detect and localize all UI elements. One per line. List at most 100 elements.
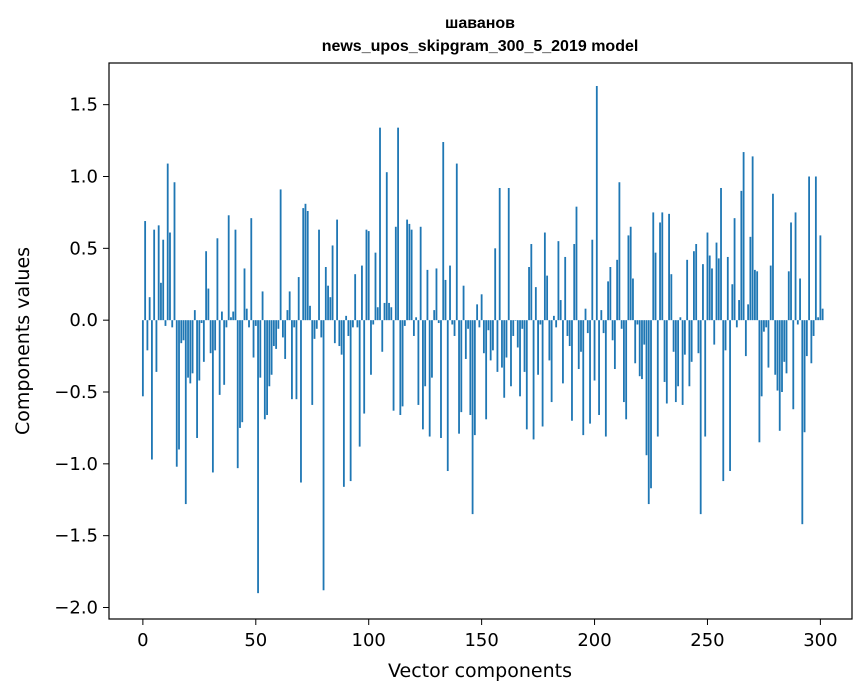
bar-12 xyxy=(169,232,171,321)
bar-137 xyxy=(451,320,454,325)
bar-241 xyxy=(686,259,689,321)
bar-288 xyxy=(792,320,795,410)
y-axis-ticks: −2.0 −1.5 −1.0 −0.5 0.0 0.5 1.0 1.5 xyxy=(54,95,109,619)
bar-134 xyxy=(444,279,447,321)
bar-183 xyxy=(555,320,558,328)
bar-25 xyxy=(198,320,201,381)
bar-301 xyxy=(821,308,824,321)
bar-130 xyxy=(435,268,438,321)
bar-85 xyxy=(333,320,336,344)
bar-154 xyxy=(489,320,492,361)
bar-81 xyxy=(324,267,327,321)
bar-43 xyxy=(239,320,241,428)
bar-143 xyxy=(464,320,467,359)
bar-247 xyxy=(699,320,702,515)
bar-191 xyxy=(573,244,576,321)
bar-132 xyxy=(440,320,442,438)
bar-74 xyxy=(309,305,311,321)
bar-51 xyxy=(257,320,259,594)
bar-9 xyxy=(162,239,165,321)
bar-200 xyxy=(593,320,596,381)
bar-259 xyxy=(726,256,729,321)
bar-86 xyxy=(336,219,338,321)
bar-159 xyxy=(501,320,503,368)
bar-162 xyxy=(507,187,510,321)
bar-299 xyxy=(817,317,820,321)
bar-27 xyxy=(202,320,205,362)
bar-202 xyxy=(598,320,600,415)
bar-142 xyxy=(462,285,465,321)
bar-224 xyxy=(647,320,650,505)
bar-54 xyxy=(263,320,266,420)
bar-272 xyxy=(756,271,759,321)
bar-103 xyxy=(374,252,377,321)
bar-84 xyxy=(331,245,334,321)
bar-113 xyxy=(397,127,399,321)
bar-22 xyxy=(191,320,194,374)
bar-239 xyxy=(681,320,684,405)
bar-290 xyxy=(796,320,799,325)
bar-55 xyxy=(266,320,268,415)
bar-206 xyxy=(607,281,609,321)
bar-193 xyxy=(577,320,580,370)
bar-114 xyxy=(399,320,402,415)
bar-126 xyxy=(426,269,429,321)
bar-108 xyxy=(385,172,388,321)
bar-187 xyxy=(564,256,567,321)
bar-270 xyxy=(751,156,754,321)
bar-57 xyxy=(270,320,273,375)
bar-221 xyxy=(641,320,643,380)
bar-56 xyxy=(268,320,271,387)
bar-225 xyxy=(650,320,652,489)
bar-50 xyxy=(254,320,257,326)
bar-256 xyxy=(720,187,722,321)
bar-106 xyxy=(381,320,384,352)
bar-3 xyxy=(148,297,151,321)
bar-264 xyxy=(738,300,740,321)
bar-283 xyxy=(781,320,783,392)
y-axis-label: Components values xyxy=(12,247,34,435)
bar-87 xyxy=(338,320,341,347)
bar-252 xyxy=(711,268,713,321)
bar-120 xyxy=(412,320,415,336)
bar-101 xyxy=(370,320,372,375)
bar-240 xyxy=(683,320,686,355)
bar-291 xyxy=(799,278,801,321)
bar-8 xyxy=(160,282,162,321)
bar-160 xyxy=(503,320,506,398)
bar-254 xyxy=(715,242,718,321)
bar-118 xyxy=(408,223,411,321)
y-tick-label-7: 1.5 xyxy=(69,95,98,116)
bar-31 xyxy=(211,320,214,473)
bar-260 xyxy=(729,320,731,472)
x-axis-ticks: 0 50 100 150 200 250 300 xyxy=(137,619,838,651)
bar-164 xyxy=(512,320,515,336)
bar-24 xyxy=(196,320,198,438)
bar-182 xyxy=(552,315,555,321)
bar-230 xyxy=(661,212,664,321)
bar-83 xyxy=(329,297,332,321)
bar-249 xyxy=(704,320,707,437)
bar-233 xyxy=(668,213,670,321)
y-tick-label-0: −2.0 xyxy=(54,598,98,619)
bar-275 xyxy=(763,320,765,332)
bar-131 xyxy=(437,320,440,324)
bar-274 xyxy=(760,320,763,397)
bar-73 xyxy=(306,210,309,321)
y-tick-label-6: 1.0 xyxy=(69,166,98,187)
bar-246 xyxy=(697,320,700,354)
bar-49 xyxy=(252,320,255,358)
bar-174 xyxy=(534,287,537,321)
bar-58 xyxy=(272,320,275,347)
bar-152 xyxy=(485,320,488,420)
bar-76 xyxy=(313,320,316,339)
bar-145 xyxy=(469,320,472,415)
bar-300 xyxy=(819,235,822,321)
bar-269 xyxy=(749,236,752,321)
bar-161 xyxy=(505,320,508,358)
bar-11 xyxy=(166,163,169,321)
bar-138 xyxy=(453,320,456,336)
bar-205 xyxy=(604,320,607,437)
